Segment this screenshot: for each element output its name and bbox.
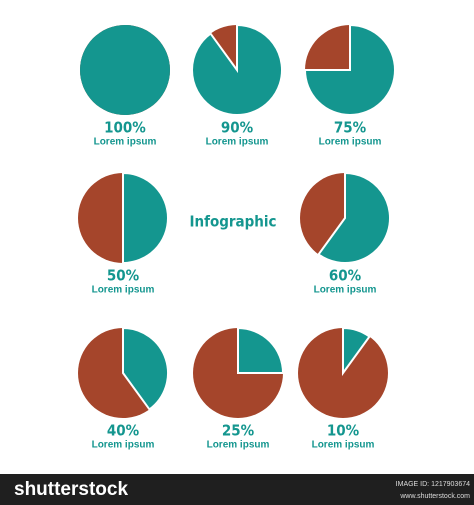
percent-label: 40% — [107, 422, 140, 440]
caption: Lorem ipsum — [92, 440, 155, 451]
caption: Lorem ipsum — [319, 137, 382, 148]
percent-label: 75% — [334, 119, 367, 137]
pie-slice — [122, 171, 169, 265]
caption: Lorem ipsum — [312, 440, 375, 451]
footer-id: IMAGE ID: 1217903674 — [396, 481, 470, 488]
percent-label: 10% — [327, 422, 360, 440]
caption: Lorem ipsum — [94, 137, 157, 148]
pie-slice — [342, 326, 371, 377]
footer-url: www.shutterstock.com — [399, 493, 470, 500]
caption: Lorem ipsum — [207, 440, 270, 451]
percent-label: 90% — [221, 119, 254, 137]
caption: Lorem ipsum — [92, 285, 155, 296]
pie-slice — [317, 171, 391, 264]
caption: Lorem ipsum — [314, 285, 377, 296]
pie-slice — [303, 23, 396, 116]
pie-slice — [237, 326, 285, 374]
percent-label: 100% — [104, 119, 146, 137]
percent-label: 25% — [222, 422, 255, 440]
pie-slice — [191, 23, 283, 116]
caption: Lorem ipsum — [206, 137, 269, 148]
footer-brand: shutterstock — [14, 479, 128, 500]
footer-bar — [0, 474, 474, 505]
title: Infographic — [189, 213, 276, 231]
percent-label: 60% — [329, 267, 362, 285]
pie-slice — [80, 25, 170, 115]
pie-slice — [122, 326, 169, 411]
percent-label: 50% — [107, 267, 140, 285]
